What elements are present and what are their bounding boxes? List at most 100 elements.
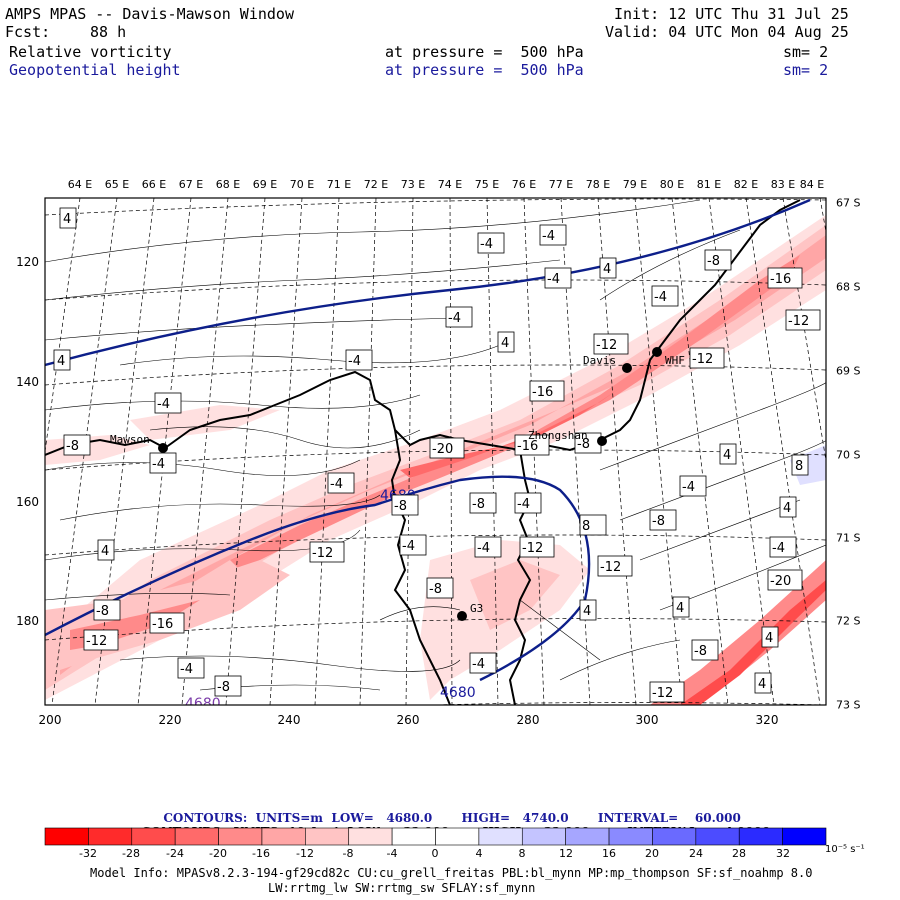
- colorbar-tick: -4: [386, 847, 398, 860]
- x-tick: 300: [635, 713, 659, 727]
- lon-label: 65 E: [104, 178, 130, 191]
- svg-text:-4: -4: [180, 662, 193, 677]
- contour-label: -4: [544, 267, 572, 289]
- contour-label: -4: [514, 492, 542, 514]
- contour-label: -12: [83, 629, 119, 651]
- svg-text:-4: -4: [472, 657, 485, 672]
- y-tick: 180: [16, 614, 39, 628]
- colorbar-tick: 20: [645, 847, 659, 860]
- svg-text:G3: G3: [470, 602, 483, 615]
- contour-label: 4: [97, 539, 115, 561]
- svg-text:WHF: WHF: [665, 354, 685, 367]
- x-tick: 320: [755, 713, 779, 727]
- svg-text:-16: -16: [152, 617, 173, 632]
- colorbar-segment: [348, 827, 393, 846]
- colorbar-segment: [738, 827, 783, 846]
- model-info-line1: Model Info: MPASv8.2.3-194-gf29cd82c CU:…: [90, 866, 813, 880]
- contour-label: 4: [53, 349, 71, 371]
- contour-label: 4: [779, 496, 797, 518]
- lat-label: 73 S: [836, 698, 861, 712]
- contour-label: -16: [149, 612, 185, 634]
- colorbar-segment: [391, 827, 436, 846]
- colorbar-segment: [88, 827, 133, 846]
- contour-label-boxes: 4 -4 -4 -4 4 -8 -16 -4 -4 -12 4 -12 4 -4…: [53, 207, 821, 703]
- lon-label: 76 E: [511, 178, 537, 191]
- svg-text:-4: -4: [480, 237, 493, 252]
- colorbar-tick: 28: [732, 847, 746, 860]
- colorbar-segment: [608, 827, 653, 846]
- svg-text:-12: -12: [312, 546, 333, 561]
- contour-label: -4: [149, 452, 177, 474]
- svg-text:-8: -8: [577, 437, 590, 452]
- contour-label: -4: [469, 652, 497, 674]
- svg-text:-8: -8: [694, 644, 707, 659]
- svg-text:4: 4: [57, 354, 65, 369]
- contour-label: -12: [309, 541, 345, 563]
- contour-label: -12: [785, 309, 821, 331]
- contour-label: 4: [719, 443, 737, 465]
- x-tick: 240: [277, 713, 301, 727]
- svg-text:8: 8: [795, 459, 803, 474]
- svg-text:4: 4: [723, 448, 731, 463]
- lat-label: 69 S: [836, 364, 861, 378]
- lon-label: 68 E: [215, 178, 241, 191]
- svg-text:-4: -4: [654, 290, 667, 305]
- contour-label: -16: [767, 267, 803, 289]
- contour-label: 4: [672, 596, 690, 618]
- svg-text:-8: -8: [472, 497, 485, 512]
- field1-name: Relative vorticity: [9, 43, 172, 61]
- svg-text:4: 4: [676, 601, 684, 616]
- svg-text:-4: -4: [330, 477, 343, 492]
- colorbar-tick: -20: [209, 847, 227, 860]
- x-tick: 260: [396, 713, 420, 727]
- svg-text:-4: -4: [682, 480, 695, 495]
- colorbar-tick: 32: [776, 847, 790, 860]
- lon-label: 79 E: [622, 178, 648, 191]
- contour-label: 4: [761, 626, 779, 648]
- colorbar-tick: -16: [252, 847, 270, 860]
- colorbar-segment: [782, 827, 827, 846]
- contour-label: -8: [649, 509, 677, 531]
- svg-text:-4: -4: [348, 354, 361, 369]
- contour-label: -8: [426, 577, 454, 599]
- contour-label: -4: [345, 349, 373, 371]
- svg-text:4: 4: [63, 212, 71, 227]
- lon-label: 74 E: [437, 178, 463, 191]
- height-label: 4680: [440, 685, 476, 701]
- lon-label: 73 E: [400, 178, 426, 191]
- colorbar-tick: 0: [431, 847, 439, 860]
- field1-level: at pressure = 500 hPa: [385, 43, 584, 61]
- lon-label: 67 E: [178, 178, 204, 191]
- colorbar-segment: [131, 827, 176, 846]
- init-time: Init: 12 UTC Thu 31 Jul 25: [614, 5, 849, 23]
- svg-text:Mawson: Mawson: [110, 433, 150, 446]
- svg-text:Zhongshan: Zhongshan: [528, 429, 588, 442]
- svg-text:-12: -12: [522, 541, 543, 556]
- model-info-line2: LW:rrtmg_lw SW:rrtmg_sw SFLAY:sf_mynn: [268, 881, 536, 895]
- contour-label: -8: [214, 675, 242, 697]
- svg-text:-12: -12: [86, 634, 107, 649]
- colorbar-segment: [478, 827, 523, 846]
- contour-label: 4: [599, 257, 617, 279]
- svg-text:-16: -16: [532, 385, 553, 400]
- svg-text:-8: -8: [217, 680, 230, 695]
- lon-label: 70 E: [289, 178, 315, 191]
- svg-text:4: 4: [758, 677, 766, 692]
- stations: Mawson Davis WHF Zhongshan G3: [110, 347, 685, 621]
- svg-text:-4: -4: [547, 272, 560, 287]
- svg-text:-16: -16: [517, 439, 538, 454]
- contour-label: -4: [399, 534, 427, 556]
- svg-text:4: 4: [603, 262, 611, 277]
- colorbar-tick: -12: [296, 847, 314, 860]
- svg-text:-4: -4: [517, 497, 530, 512]
- svg-text:-20: -20: [770, 574, 791, 589]
- svg-text:-4: -4: [542, 229, 555, 244]
- svg-text:-4: -4: [157, 397, 170, 412]
- contour-label: -12: [649, 681, 685, 703]
- svg-text:-8: -8: [394, 499, 407, 514]
- y-tick: 120: [16, 255, 39, 269]
- colorbar-tick: 8: [518, 847, 526, 860]
- forecast-label: Fcst:: [5, 23, 51, 41]
